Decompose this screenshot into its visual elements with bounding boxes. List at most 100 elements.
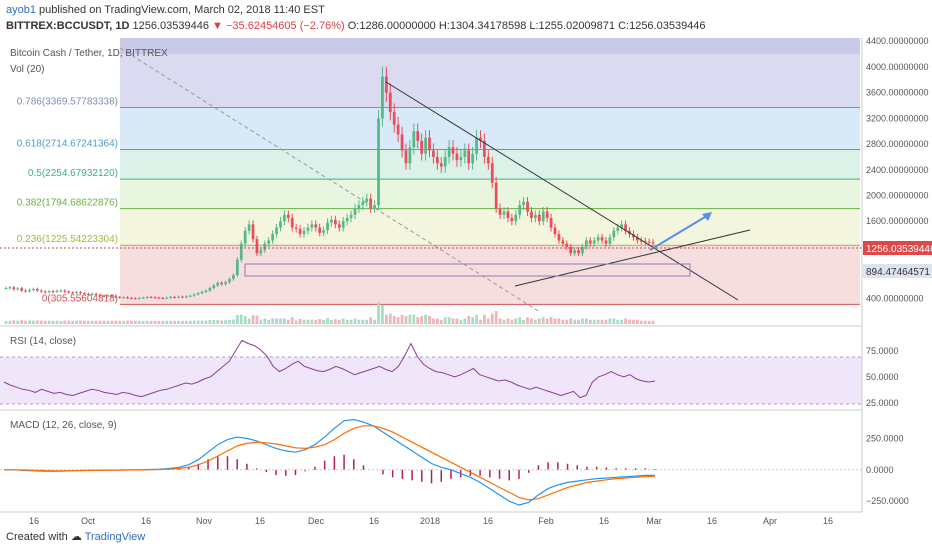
candles [4,66,655,300]
rsi-line [3,339,656,399]
volume-bar [330,320,333,324]
candle-body [498,208,502,215]
y-tick-label: 2400.00000000 [866,165,929,175]
candle-body [612,230,616,238]
volume-bar [518,317,522,324]
candle-body [259,250,263,254]
x-tick-label: Apr [763,516,777,526]
volume-bar [416,317,420,324]
fib-zone [120,54,860,108]
volume-bar [137,320,141,324]
volume-bar [506,318,510,324]
candle-body [263,243,267,251]
candle-body [243,230,247,244]
volume-bar [475,314,478,324]
volume-bar [651,320,655,324]
volume-bar [612,318,616,324]
volume-bar [196,320,200,324]
candle-body [118,297,122,299]
fib-zones [120,38,860,305]
candle-body [349,214,353,218]
volume-bar [369,317,373,324]
candle-body [588,240,592,244]
volume-bar [420,316,424,324]
rsi-title: RSI (14, close) [10,336,76,347]
volume-label: Vol (20) [10,64,44,75]
volume-bar [212,320,216,324]
volume-bar [67,320,71,324]
candle-body [486,156,490,164]
candle-body [557,234,561,241]
volume-bar [110,320,114,324]
volume-bar [604,319,608,324]
candle-body [20,288,24,291]
volume-bar [149,320,153,324]
macd-y-axis: 250.0000 0.0000 −250.0000 [866,433,909,506]
volume-bar [39,320,43,324]
tradingview-link[interactable]: TradingView [84,531,146,543]
range-box [244,263,691,277]
arrow-head [702,212,712,221]
candle-body [408,147,412,164]
candle-body [141,297,145,299]
x-tick-label: Feb [538,516,554,526]
x-tick-label: 16 [29,516,39,526]
volume-bar [557,318,561,324]
candle-body [24,290,27,292]
volume-bar [271,318,275,324]
volume-bar [490,313,494,324]
volume-bar [643,320,647,324]
candle-body [192,294,196,296]
candle-body [153,297,157,299]
candle-body [47,291,51,293]
candle-body [443,156,447,167]
fib-labels: 0.786(3369.57783338) 0.618(2714.67241364)… [17,96,118,304]
volume-bar [86,320,90,324]
volume-bar [381,304,384,324]
candle-body [122,297,125,299]
candle-body [247,224,251,231]
x-tick-label: Dec [308,516,325,526]
candle-body [416,131,420,141]
volume-bar [224,320,227,324]
main-y-axis: 4400.00000000 4000.00000000 3600.00000000 3… [866,36,929,303]
volume-bar [290,317,294,324]
volume-bar [165,320,169,324]
volume-bar [400,314,404,324]
volume-bar [553,318,557,324]
volume-bar [647,320,651,324]
candle-body [177,296,180,298]
volume-bar [326,318,329,324]
volume-bar [235,315,239,324]
volume-bar [255,315,259,324]
candle-body [196,293,200,295]
candle-body [224,282,227,285]
candle-body [157,297,161,299]
volume-bar [451,318,455,324]
candle-body [373,205,376,209]
volume-bar [404,316,408,324]
author-link[interactable]: ayob1 [6,4,36,16]
volume-bar [47,320,51,324]
volume-bar [59,320,63,324]
candle-body [534,214,537,218]
candle-body [126,297,129,299]
fib-label: 0.382(1794.68622876) [17,198,118,209]
volume-bar [510,319,514,324]
volume-bar [8,320,12,324]
y-tick-label: 2800.00000000 [866,139,929,149]
candle-body [55,290,59,292]
candle-body [239,243,243,260]
candle-body [573,250,576,254]
level-tag-label: 894.47464571 [866,267,930,278]
candle-body [232,275,235,280]
volume-bar [600,319,604,324]
candle-body [490,163,494,183]
volume-bar [608,318,612,324]
candle-body [51,291,55,293]
volume-bar [361,319,365,324]
candle-body [502,211,506,215]
last-price: 1256.03539446 [132,20,209,32]
candle-body [63,290,67,292]
